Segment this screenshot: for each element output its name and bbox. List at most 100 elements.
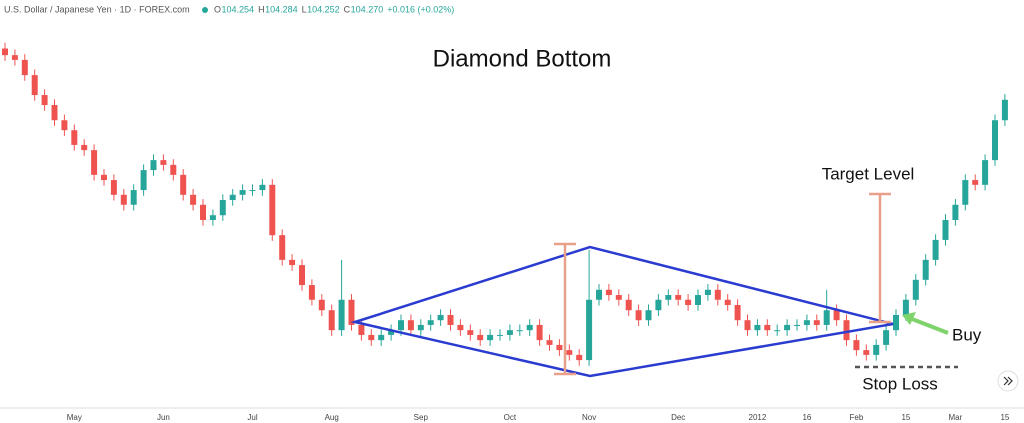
candle-body (863, 350, 870, 355)
ohlc: O 104.254 H 104.284 L 104.252 C 104.270 +0.016 (… (214, 4, 454, 14)
candle-body (249, 190, 256, 192)
candle-body (229, 194, 236, 201)
x-tick-label: 16 (802, 413, 811, 422)
candle-body (962, 180, 969, 205)
candle-body (457, 324, 464, 331)
scroll-icon (1003, 376, 1013, 386)
candle-body (695, 295, 701, 305)
candle-body (368, 334, 375, 341)
candle-body (447, 314, 454, 325)
candle-body (794, 324, 800, 326)
candle-body (635, 310, 642, 321)
candle-body (853, 340, 860, 351)
candle-body (398, 320, 404, 331)
candle-body (417, 324, 424, 331)
candle-body (744, 320, 751, 331)
candle-body (497, 334, 503, 336)
ohlc-value: 104.284 (265, 4, 298, 14)
candle-body (487, 334, 494, 341)
candle-body (279, 235, 286, 260)
candle-body (952, 204, 959, 220)
candle-body (358, 324, 365, 335)
candle-body (1001, 99, 1008, 121)
candle-body (546, 340, 553, 345)
candle-body (982, 160, 989, 185)
buy-arrow (902, 312, 949, 335)
x-tick-label: Dec (671, 413, 685, 422)
candle-body (31, 75, 38, 96)
candle-body (378, 334, 385, 341)
candle-body (556, 344, 563, 351)
candles (2, 42, 1008, 366)
candle-body (942, 219, 949, 240)
chart-title: Diamond Bottom (433, 45, 612, 72)
ohlc-value: 104.254 (222, 4, 255, 14)
candle-body (724, 299, 731, 305)
candle-body (269, 184, 276, 236)
candle-body (823, 310, 830, 325)
x-tick-label: Sep (414, 413, 429, 422)
x-tick-label: Jul (247, 413, 257, 422)
candle-body (427, 320, 434, 325)
x-tick-label: Oct (504, 413, 517, 422)
candle-body (239, 190, 246, 195)
x-tick-label: May (67, 413, 82, 422)
candle-body (586, 299, 593, 361)
candle-body (328, 310, 335, 331)
candle-body (200, 204, 206, 220)
candle-body (51, 105, 58, 121)
candle-body (912, 279, 919, 300)
ohlc-label: O (214, 4, 221, 14)
change: +0.016 (+0.02%) (387, 4, 454, 14)
x-labels: May Jun Jul Aug Sep Oct Nov Dec 2012 16 Feb 15 Mar 15 (67, 413, 1010, 422)
candle-body (576, 354, 583, 361)
candle-body (605, 289, 612, 296)
candle-body (734, 305, 741, 321)
candle-body (655, 299, 662, 311)
ohlc-label: H (258, 4, 265, 14)
candle-body (774, 330, 781, 332)
x-tick-label: Mar (949, 413, 963, 422)
candle-body (536, 324, 543, 341)
candle-body (160, 160, 167, 165)
candle-body (140, 170, 147, 191)
candle-body (21, 59, 28, 76)
candle-body (932, 239, 939, 260)
candle-body (120, 194, 127, 205)
candle-body (922, 259, 929, 280)
candle-body (764, 324, 771, 331)
diamond-axis (355, 322, 893, 324)
diamond (350, 245, 894, 378)
candle-body (477, 334, 484, 341)
candle-body (101, 174, 107, 181)
candle-body (665, 295, 672, 300)
ohlc-value: 104.270 (351, 4, 384, 14)
x-tick-label: Jun (157, 413, 170, 422)
candle-body (675, 295, 682, 300)
candle-body (754, 324, 761, 331)
ohlc-value: 104.252 (307, 4, 340, 14)
candle-body (596, 289, 602, 300)
candle-body (843, 320, 850, 341)
candle-body (704, 289, 711, 296)
candle-body (348, 299, 355, 325)
candle-body (219, 200, 226, 216)
candle-body (259, 184, 266, 191)
candle-body (2, 48, 8, 56)
candle-body (338, 299, 345, 331)
candle-body (902, 299, 909, 315)
candle-body (526, 324, 533, 331)
candle-body (150, 160, 157, 171)
candle-body (615, 295, 622, 300)
candle-body (784, 324, 791, 331)
candle-body (625, 299, 632, 311)
candle-body (972, 180, 979, 185)
x-tick-label: Aug (325, 413, 339, 422)
candle-body (685, 299, 692, 305)
candle-body (407, 320, 414, 331)
ohlc-label: L (302, 4, 307, 14)
candle-body (318, 299, 325, 311)
x-tick-label: Feb (850, 413, 864, 422)
candle-body (71, 130, 78, 145)
